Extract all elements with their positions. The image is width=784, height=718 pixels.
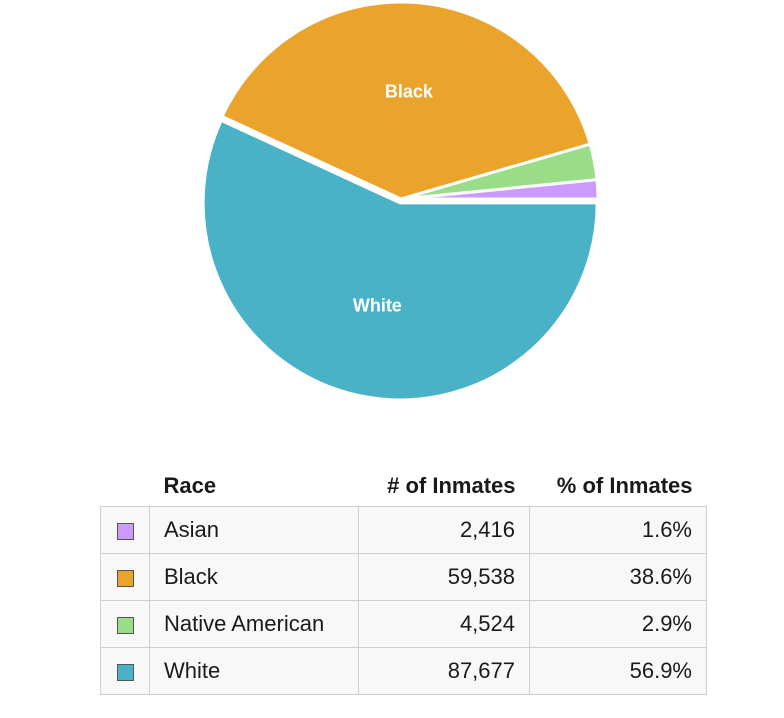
inmate-percent: 38.6% bbox=[529, 553, 707, 601]
inmate-count: 4,524 bbox=[358, 600, 530, 648]
race-name: Native American bbox=[149, 600, 359, 648]
table-row: Black 59,538 38.6% bbox=[100, 553, 707, 601]
inmate-percent: 56.9% bbox=[529, 647, 707, 695]
pie-slice-black bbox=[220, 0, 592, 201]
inmate-count: 87,677 bbox=[358, 647, 530, 695]
table-row: White 87,677 56.9% bbox=[100, 647, 707, 695]
legend-swatch-asian bbox=[116, 522, 134, 540]
inmate-count: 59,538 bbox=[358, 553, 530, 601]
swatch-cell bbox=[100, 647, 150, 695]
swatch-cell bbox=[100, 553, 150, 601]
legend-swatch-black bbox=[116, 569, 134, 587]
pie-chart: Black White bbox=[201, 0, 600, 402]
header-percent: % of Inmates bbox=[529, 466, 707, 507]
header-count: # of Inmates bbox=[358, 466, 530, 507]
legend-swatch-native-american bbox=[116, 616, 134, 634]
swatch-cell bbox=[100, 506, 150, 554]
legend-table-header-row: Race # of Inmates % of Inmates bbox=[100, 466, 707, 507]
header-race: Race bbox=[149, 466, 359, 507]
legend-swatch-white bbox=[116, 663, 134, 681]
legend-table: Race # of Inmates % of Inmates Asian 2,4… bbox=[100, 466, 707, 695]
table-row: Asian 2,416 1.6% bbox=[100, 506, 707, 554]
race-name: Asian bbox=[149, 506, 359, 554]
race-name: White bbox=[149, 647, 359, 695]
pie-slice-white bbox=[201, 118, 599, 402]
header-swatch bbox=[100, 466, 150, 507]
inmate-percent: 2.9% bbox=[529, 600, 707, 648]
slice-label-black: Black bbox=[385, 82, 434, 102]
race-name: Black bbox=[149, 553, 359, 601]
swatch-cell bbox=[100, 600, 150, 648]
slice-label-white: White bbox=[353, 296, 402, 316]
inmate-count: 2,416 bbox=[358, 506, 530, 554]
inmate-percent: 1.6% bbox=[529, 506, 707, 554]
table-row: Native American 4,524 2.9% bbox=[100, 600, 707, 648]
